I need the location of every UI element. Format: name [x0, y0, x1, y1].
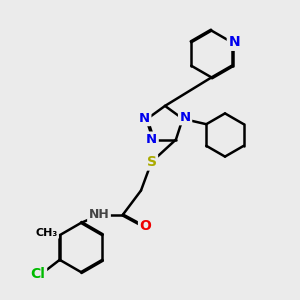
Text: S: S: [146, 155, 157, 169]
Text: O: O: [140, 220, 152, 233]
Text: N: N: [179, 111, 191, 124]
Text: CH₃: CH₃: [35, 227, 58, 238]
Text: NH: NH: [88, 208, 110, 221]
Text: N: N: [228, 35, 240, 49]
Text: N: N: [146, 133, 157, 146]
Text: Cl: Cl: [31, 267, 46, 281]
Text: N: N: [139, 112, 150, 125]
